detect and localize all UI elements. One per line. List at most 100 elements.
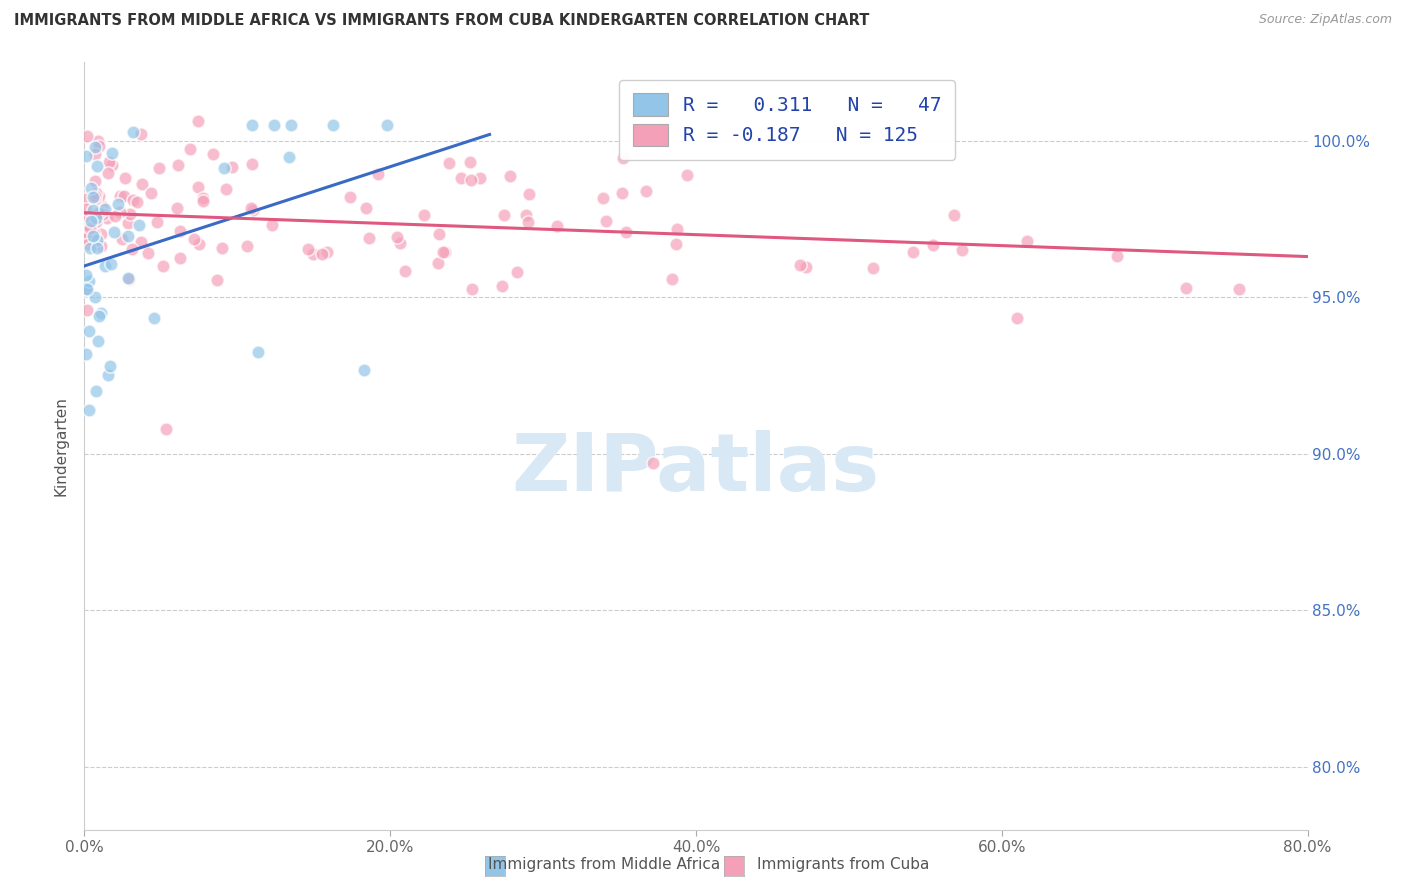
Point xyxy=(592,190,614,204)
Point xyxy=(212,161,235,176)
Point xyxy=(94,259,117,273)
Point xyxy=(76,282,98,296)
Point xyxy=(98,359,121,373)
Point xyxy=(375,118,398,132)
Text: Immigrants from Cuba: Immigrants from Cuba xyxy=(758,857,929,872)
Point xyxy=(117,271,139,285)
Point xyxy=(87,188,110,202)
Point xyxy=(665,222,688,236)
Point xyxy=(517,187,540,202)
Point xyxy=(90,227,112,241)
Point xyxy=(460,154,482,169)
Point xyxy=(413,208,436,222)
Point xyxy=(221,161,243,175)
Point xyxy=(191,194,214,209)
Point xyxy=(205,273,228,287)
Point xyxy=(79,241,101,255)
Point xyxy=(297,242,319,256)
Point xyxy=(661,272,683,286)
Point xyxy=(1174,281,1197,295)
Point xyxy=(614,225,637,239)
Point xyxy=(641,456,664,470)
Point xyxy=(76,231,98,245)
Point xyxy=(356,201,378,215)
Point xyxy=(79,221,101,235)
Point xyxy=(82,228,104,243)
Point xyxy=(117,228,139,243)
Point xyxy=(86,160,108,174)
Point xyxy=(75,284,97,298)
Point xyxy=(76,209,98,223)
Point xyxy=(89,138,111,153)
Text: ZIPatlas: ZIPatlas xyxy=(512,430,880,508)
Point xyxy=(84,384,107,399)
Point xyxy=(75,347,97,361)
Point xyxy=(131,235,153,250)
Text: Source: ZipAtlas.com: Source: ZipAtlas.com xyxy=(1258,13,1392,27)
Point xyxy=(77,236,100,251)
Point xyxy=(311,247,333,261)
Point xyxy=(77,324,100,338)
Point xyxy=(84,211,107,225)
Point xyxy=(122,193,145,207)
Point xyxy=(75,282,97,296)
Point xyxy=(211,241,233,255)
Point xyxy=(118,206,141,220)
Point xyxy=(262,218,284,232)
Point xyxy=(75,223,97,237)
Point xyxy=(148,161,170,176)
Point xyxy=(77,403,100,417)
Point xyxy=(82,202,104,217)
Point xyxy=(87,134,110,148)
Point xyxy=(96,211,118,226)
Point xyxy=(75,268,97,282)
Point xyxy=(1017,234,1039,248)
Point xyxy=(322,118,344,132)
Point xyxy=(169,224,191,238)
Point xyxy=(353,363,375,377)
Point xyxy=(84,146,107,161)
Point xyxy=(516,215,538,229)
Point xyxy=(610,186,633,201)
Point xyxy=(83,174,105,188)
Point xyxy=(183,232,205,246)
Point xyxy=(789,258,811,272)
Point xyxy=(950,243,973,257)
Point xyxy=(112,189,135,203)
Point xyxy=(193,191,215,205)
Y-axis label: Kindergarten: Kindergarten xyxy=(53,396,69,496)
Point xyxy=(179,142,201,156)
Point xyxy=(131,178,153,192)
Point xyxy=(90,306,112,320)
Point xyxy=(546,219,568,233)
Point xyxy=(240,157,263,171)
Point xyxy=(100,158,122,172)
Point xyxy=(84,192,107,206)
Point xyxy=(427,256,450,270)
Point xyxy=(117,216,139,230)
Point xyxy=(75,149,97,163)
Point xyxy=(152,259,174,273)
Point xyxy=(91,207,114,221)
Point xyxy=(1105,249,1128,263)
Point xyxy=(97,166,120,180)
Point xyxy=(118,272,141,286)
Point xyxy=(794,260,817,274)
Point xyxy=(108,204,131,219)
Point xyxy=(235,239,257,253)
Point xyxy=(100,256,122,270)
Point xyxy=(101,146,124,161)
Point xyxy=(187,113,209,128)
Point xyxy=(87,334,110,348)
Text: Immigrants from Middle Africa: Immigrants from Middle Africa xyxy=(488,857,721,872)
Point xyxy=(389,236,412,251)
Point xyxy=(385,229,408,244)
Legend: R =   0.311   N =   47, R = -0.187   N = 125: R = 0.311 N = 47, R = -0.187 N = 125 xyxy=(619,79,955,160)
Point xyxy=(103,225,125,239)
Point xyxy=(129,127,152,141)
Point xyxy=(86,242,108,256)
Point xyxy=(97,368,120,382)
Point xyxy=(86,234,108,248)
Point xyxy=(86,206,108,220)
Point xyxy=(84,186,107,201)
